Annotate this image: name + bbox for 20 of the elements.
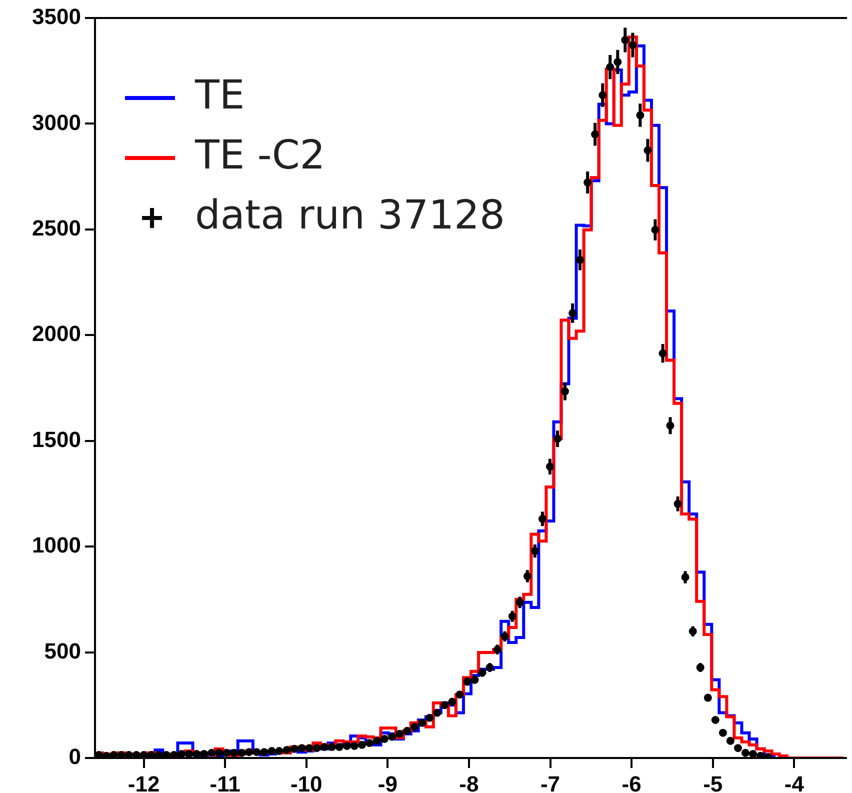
x-tick-label: -4 [784,771,805,793]
x-tick-label: -10 [290,771,322,793]
x-tick-label: -9 [378,771,398,793]
legend-label: TE [194,72,245,118]
y-tick-label: 1000 [32,532,81,558]
y-tick-label: 0 [68,744,81,770]
y-tick-label: 500 [44,638,81,664]
y-tick-label: 2000 [32,321,81,346]
x-tick-label: -6 [622,771,642,793]
y-tick-label: 2500 [32,215,81,240]
x-tick-label: -12 [128,771,160,793]
y-tick-label: 1500 [32,426,81,452]
y-tick-label: 3000 [32,110,81,135]
x-tick-label: -7 [540,771,560,793]
x-tick-label: -5 [703,771,723,793]
legend-label: TE -C2 [194,132,326,178]
x-tick-label: -8 [459,771,479,793]
legend-label: data run 37128 [195,192,505,238]
x-tick-label: -11 [210,771,240,793]
y-tick-label: 3500 [32,4,81,30]
